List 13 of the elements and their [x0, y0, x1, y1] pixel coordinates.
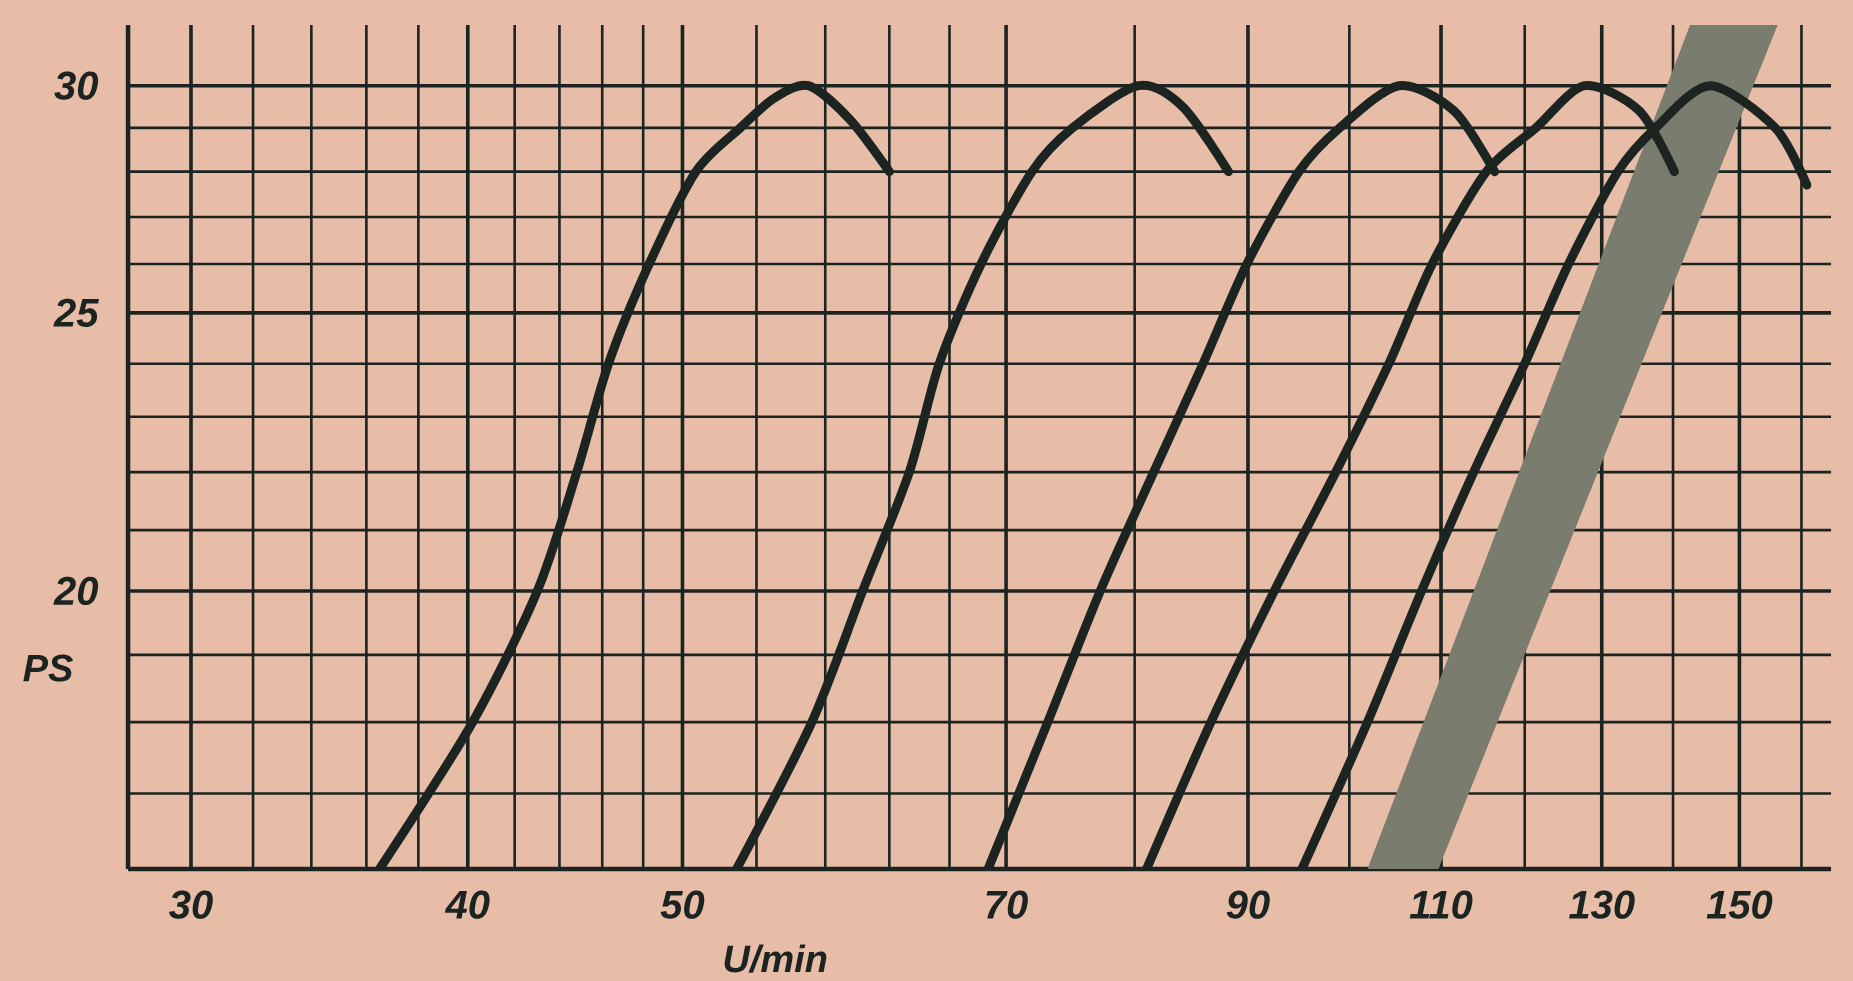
y-tick-label: 25	[53, 298, 99, 327]
x-tick-label: 110	[1409, 890, 1473, 919]
y-axis-title: PS	[23, 654, 73, 682]
x-tick-label: 90	[1226, 890, 1270, 919]
x-tick-label: 150	[1706, 890, 1773, 919]
x-tick-label: 50	[660, 890, 705, 919]
y-tick-label: 30	[54, 71, 99, 100]
x-tick-label: 70	[986, 890, 1028, 919]
x-tick-label: 30	[169, 890, 213, 919]
x-tick-label: 130	[1569, 890, 1635, 919]
x-axis-title: U/min	[724, 944, 827, 973]
x-tick-label: 40	[444, 890, 490, 919]
y-tick-label: 20	[53, 576, 99, 606]
